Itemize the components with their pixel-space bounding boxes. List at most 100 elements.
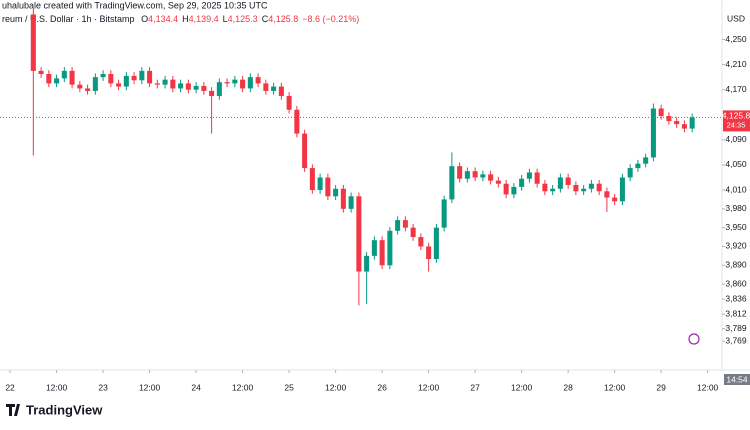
y-tick-label: 4,050 [725, 159, 747, 169]
candle-body [356, 196, 362, 272]
x-tick-label: 12:00 [46, 382, 68, 392]
x-tick-label: 28 [563, 382, 573, 392]
x-tick-label: 29 [656, 382, 666, 392]
candle-body [209, 90, 215, 96]
candle-body [263, 83, 269, 91]
candle-body [54, 78, 60, 84]
x-tick-label: 12:00 [511, 382, 533, 392]
candle-body [511, 186, 517, 195]
candle-body [449, 166, 455, 200]
symbol: reum / U.S. Dollar · 1h · Bitstamp [2, 14, 135, 24]
x-tick-label: 12:00 [139, 382, 161, 392]
candle-body [635, 163, 641, 169]
candle-body [619, 177, 625, 202]
x-tick-label: 27 [470, 382, 480, 392]
candle-body [294, 109, 300, 134]
y-tick-label: 3,950 [725, 222, 747, 232]
x-tick-label: 26 [377, 382, 387, 392]
ohlc-key: O [141, 14, 148, 24]
candle-body [247, 77, 253, 89]
candle-body [457, 166, 463, 179]
candle-body [503, 183, 509, 195]
y-tick-label: 4,010 [725, 184, 747, 194]
candle-body [426, 246, 432, 259]
x-tick-label: 12:00 [604, 382, 626, 392]
candle-body [565, 177, 571, 185]
chart-header: uhalubale created with TradingView.com, … [2, 0, 268, 10]
candle-body [526, 172, 532, 179]
candle-body [612, 197, 618, 202]
candle-body [278, 86, 284, 96]
candle-body [154, 83, 160, 85]
candle-body [674, 121, 680, 125]
candle-body [542, 183, 548, 192]
candle-body [201, 85, 207, 91]
candle-body [178, 83, 184, 89]
candle-body [170, 79, 176, 89]
candle-body [627, 168, 633, 178]
candle-body [77, 84, 83, 89]
candle-body [325, 177, 331, 197]
candle-body [550, 188, 556, 192]
brand: TradingView [26, 402, 103, 417]
candle-body [519, 178, 525, 187]
candle-body [441, 199, 447, 228]
candle-body [557, 177, 563, 189]
candle-body [240, 79, 246, 89]
candle-body [92, 77, 98, 91]
candle-body [116, 83, 122, 87]
candle-body [371, 240, 377, 256]
time-label: 14:54 [726, 374, 748, 384]
y-tick-label: 3,890 [725, 260, 747, 270]
y-tick-label: 4,090 [725, 134, 747, 144]
candle-body [131, 75, 137, 81]
candle-body [85, 88, 91, 91]
ohlc-value: 4,125.8 [268, 14, 298, 24]
y-tick-label: 3,920 [725, 241, 747, 251]
candle-body [232, 79, 238, 84]
candle-body [162, 79, 168, 85]
candle-body [495, 180, 501, 184]
candle-body [100, 74, 106, 78]
candle-body [108, 74, 114, 84]
candle-body [185, 83, 191, 90]
candle-body [387, 230, 393, 266]
candle-body [604, 191, 610, 198]
candle-body [596, 183, 602, 192]
change: −8.6 (−0.21%) [302, 14, 359, 24]
last-price-label: 4,125.8 [722, 111, 750, 121]
candle-body [395, 220, 401, 231]
candle-body [658, 108, 664, 117]
y-tick-label: 3,860 [725, 278, 747, 288]
candle-body [271, 86, 277, 91]
y-tick-label: 3,769 [725, 335, 747, 345]
candle-body [38, 70, 44, 74]
candle-body [643, 157, 649, 164]
candle-body [61, 70, 67, 79]
symbol-legend: reum / U.S. Dollar · 1h · Bitstamp O4,13… [2, 14, 359, 24]
candle-body [216, 82, 222, 96]
candle-body [139, 70, 145, 81]
brand-logo: TradingView [6, 402, 103, 417]
x-tick-label: 22 [5, 382, 15, 392]
y-tick-label: 3,980 [725, 203, 747, 213]
candle-body [581, 188, 587, 192]
candle-body [488, 174, 494, 181]
y-tick-label: 4,210 [725, 59, 747, 69]
last-price-bg [723, 110, 750, 132]
ohlc-key: C [262, 14, 269, 24]
ohlc-value: 4,134.4 [148, 14, 178, 24]
candle-body [573, 185, 579, 192]
y-tick-label: 4,250 [725, 34, 747, 44]
x-tick-label: 12:00 [232, 382, 254, 392]
ohlc-key: L [223, 14, 228, 24]
candle-body [666, 116, 672, 122]
icon [688, 333, 700, 345]
candle-body [123, 75, 129, 87]
candle-body [255, 77, 261, 84]
currency: USD [727, 13, 745, 23]
candle-body [364, 255, 370, 272]
candle-body [464, 171, 470, 179]
candle-body [410, 227, 416, 238]
